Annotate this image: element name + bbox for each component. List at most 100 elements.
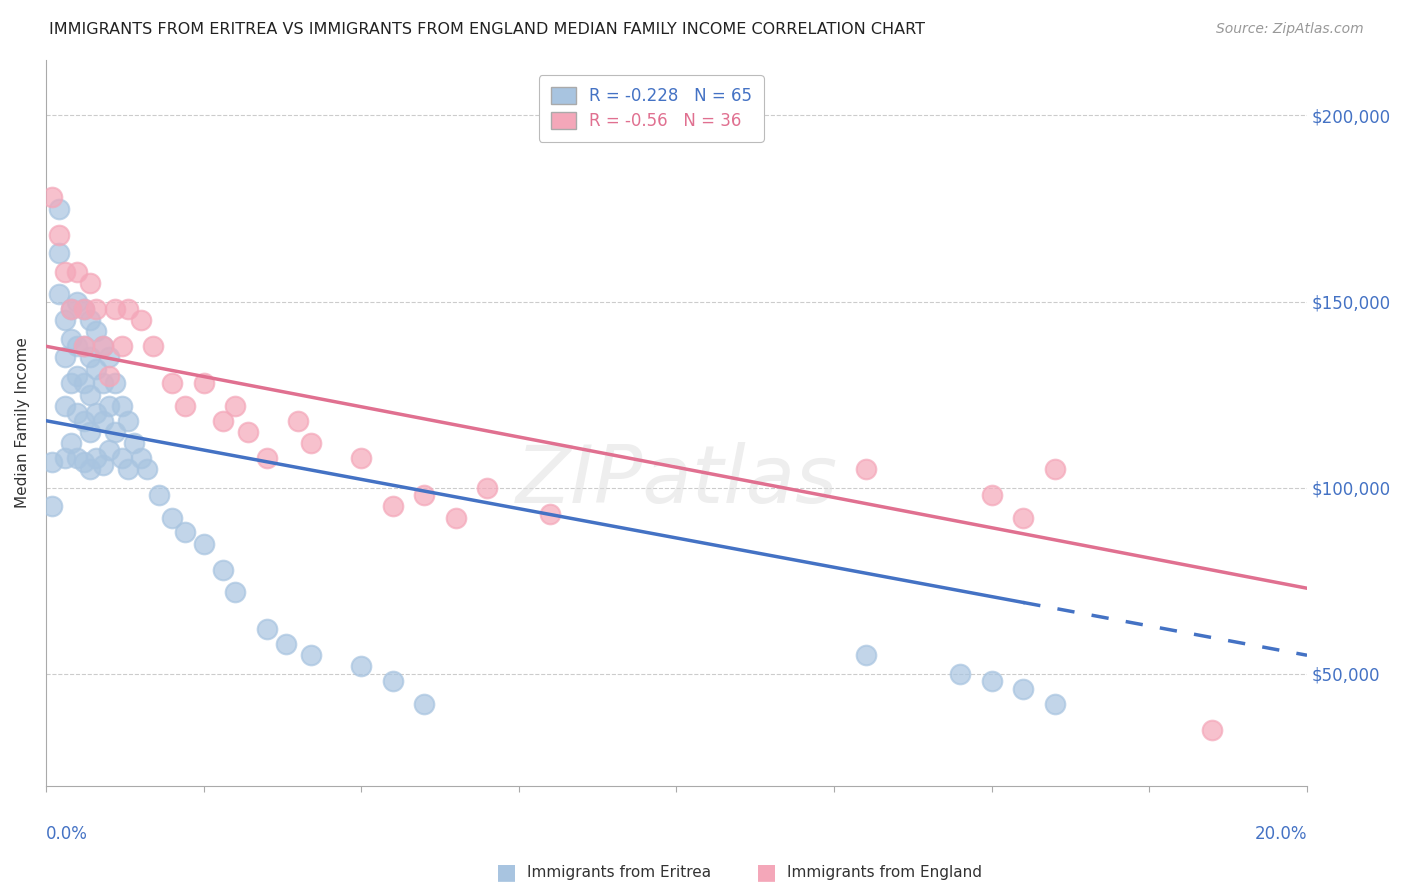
Point [381,674,404,689]
Point [48,227,70,242]
Point [60,376,83,391]
Point [444,510,467,524]
Point [98,399,121,413]
Point [117,414,139,428]
Point [79,351,101,365]
Point [48,202,70,216]
Point [66,406,89,420]
Point [86,361,108,376]
Point [53,450,76,465]
Point [142,339,165,353]
Point [60,332,83,346]
Point [53,351,76,365]
Point [111,399,134,413]
Point [98,443,121,458]
Text: Immigrants from England: Immigrants from England [787,865,983,880]
Point [91,414,114,428]
Point [79,425,101,439]
Point [148,488,170,502]
Point [193,536,215,550]
Point [41,455,63,469]
Point [193,376,215,391]
Point [1012,510,1035,524]
Point [86,324,108,338]
Point [91,339,114,353]
Point [73,339,96,353]
Point [53,399,76,413]
Text: ZIPatlas: ZIPatlas [516,442,838,520]
Point [60,301,83,316]
Point [66,294,89,309]
Point [79,276,101,290]
Point [855,648,877,663]
Point [1043,462,1066,476]
Point [129,450,152,465]
Point [86,301,108,316]
Point [980,674,1002,689]
Point [73,455,96,469]
Point [53,313,76,327]
Y-axis label: Median Family Income: Median Family Income [15,337,30,508]
Point [381,500,404,514]
Point [73,414,96,428]
Point [236,425,259,439]
Point [104,425,127,439]
Point [256,622,278,636]
Text: 0.0%: 0.0% [46,825,87,844]
Point [79,313,101,327]
Point [538,507,561,521]
Point [477,481,499,495]
Point [160,510,183,524]
Point [211,414,233,428]
Point [73,339,96,353]
Point [48,287,70,301]
Point [413,488,436,502]
Point [73,301,96,316]
Point [86,406,108,420]
Point [73,376,96,391]
Point [79,387,101,401]
Point [53,265,76,279]
Point [1012,681,1035,696]
Point [224,585,246,599]
Point [111,339,134,353]
Point [122,436,145,450]
Point [855,462,877,476]
Point [111,450,134,465]
Text: Immigrants from Eritrea: Immigrants from Eritrea [527,865,711,880]
Point [173,525,195,540]
Point [91,339,114,353]
Point [41,500,63,514]
Point [160,376,183,391]
Text: IMMIGRANTS FROM ERITREA VS IMMIGRANTS FROM ENGLAND MEDIAN FAMILY INCOME CORRELAT: IMMIGRANTS FROM ERITREA VS IMMIGRANTS FR… [49,22,925,37]
Point [86,450,108,465]
Point [91,376,114,391]
Point [173,399,195,413]
Point [117,462,139,476]
Point [949,666,972,681]
Point [224,399,246,413]
Point [350,450,373,465]
Point [980,488,1002,502]
Point [104,301,127,316]
Point [299,648,322,663]
Point [104,376,127,391]
Point [1043,697,1066,711]
Point [413,697,436,711]
Point [66,339,89,353]
Point [274,637,297,651]
Point [135,462,157,476]
Point [287,414,309,428]
Point [211,563,233,577]
Point [66,450,89,465]
Point [66,369,89,384]
Point [299,436,322,450]
Point [350,659,373,673]
Point [129,313,152,327]
Point [60,301,83,316]
Point [256,450,278,465]
Point [41,190,63,204]
Text: ■: ■ [756,863,776,882]
Legend: R = -0.228   N = 65, R = -0.56   N = 36: R = -0.228 N = 65, R = -0.56 N = 36 [538,75,763,142]
Point [79,462,101,476]
